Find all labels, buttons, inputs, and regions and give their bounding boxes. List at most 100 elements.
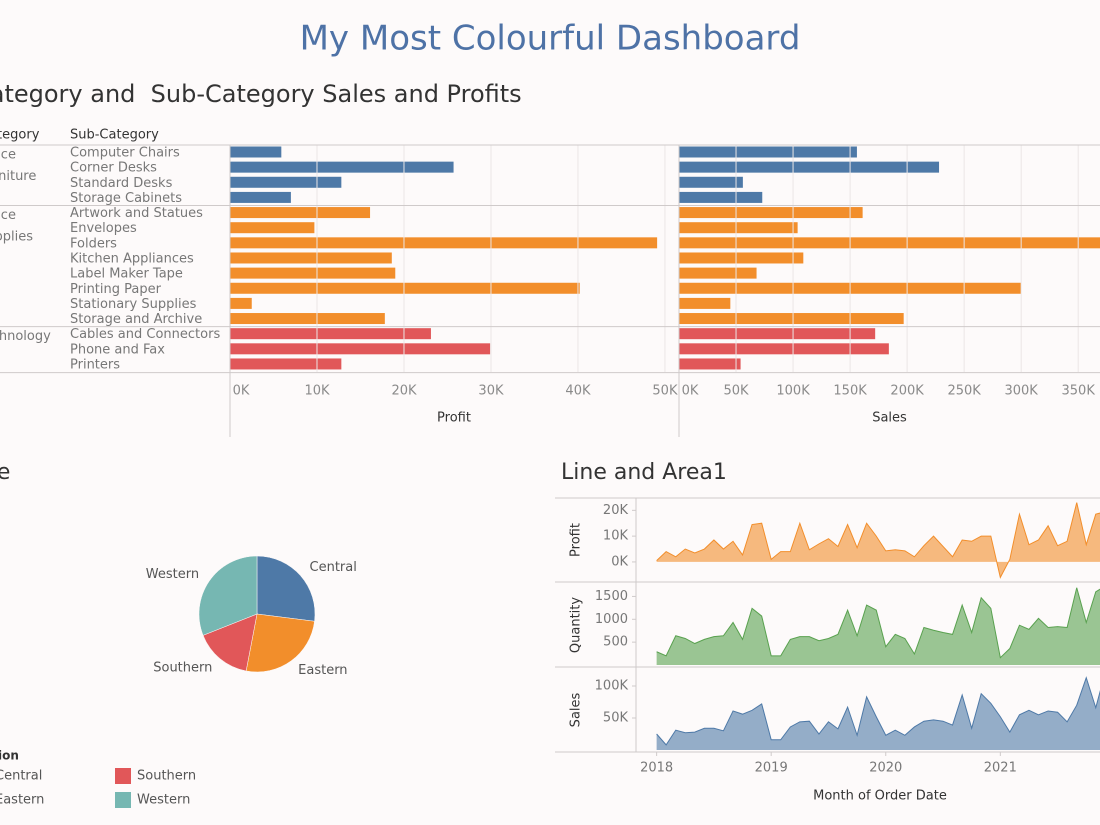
bar	[679, 207, 863, 219]
bar	[230, 358, 342, 370]
bar	[230, 297, 252, 309]
pie-slice	[198, 555, 258, 636]
x-tick-label: 100K	[776, 384, 810, 399]
x-tick-label: 0K	[233, 384, 250, 399]
x-tick-label: 40K	[565, 384, 591, 399]
line	[656, 502, 1100, 579]
line	[656, 676, 1100, 746]
axis-title: Sales	[872, 411, 907, 426]
bar	[679, 358, 741, 370]
bar	[230, 343, 491, 355]
chart-title: Pie	[0, 460, 10, 485]
slice-label: Western	[146, 567, 199, 582]
pie-slice	[256, 555, 316, 622]
subcategory-label: Corner Desks	[70, 161, 157, 176]
subcategory-label: Printing Paper	[70, 282, 162, 297]
bar	[679, 146, 857, 158]
y-tick-label: 0K	[611, 554, 628, 569]
axis-title: Profit	[437, 411, 471, 426]
pie-slice	[202, 613, 258, 672]
subcategory-label: Printers	[70, 357, 120, 372]
x-tick-label: 350K	[1062, 384, 1096, 399]
legend-label: Western	[137, 793, 190, 808]
bar	[679, 176, 743, 188]
subcategory-label: Cables and Connectors	[70, 327, 220, 342]
legend-title: Region	[0, 749, 19, 763]
bar	[230, 237, 658, 249]
y-tick-label: 10K	[603, 529, 629, 544]
subcategory-label: Storage Cabinets	[70, 191, 182, 206]
category-label: Office Furniture	[0, 148, 36, 184]
column-header: Category	[0, 128, 40, 143]
bar	[679, 328, 876, 340]
x-tick-label: 2021	[984, 761, 1017, 776]
axis-title: Month of Order Date	[813, 789, 947, 804]
y-tick-label: 1000	[595, 612, 628, 627]
legend-label: Eastern	[0, 793, 44, 808]
line	[656, 587, 1100, 659]
x-tick-label: 150K	[833, 384, 867, 399]
bar	[679, 191, 763, 203]
area	[656, 587, 1100, 665]
subcategory-label: Artwork and Statues	[70, 206, 203, 221]
slice-label: Central	[310, 560, 357, 575]
axis-title: Sales	[569, 692, 584, 727]
subcategory-label: Storage and Archive	[70, 312, 202, 327]
chart-title: Line and Area1	[561, 460, 727, 485]
x-tick-label: 30K	[478, 384, 504, 399]
y-tick-label: 100K	[595, 679, 629, 694]
bar	[230, 146, 282, 158]
y-tick-label: 500	[603, 635, 628, 650]
bar	[230, 313, 385, 325]
subcategory-label: Label Maker Tape	[70, 267, 183, 282]
subcategory-label: Standard Desks	[70, 176, 173, 191]
legend-label: Southern	[137, 769, 196, 784]
bar	[679, 267, 757, 279]
slice-label: Southern	[153, 660, 212, 675]
axis-title: Quantity	[569, 597, 584, 653]
bar	[679, 297, 731, 309]
bar	[230, 267, 396, 279]
legend-swatch	[115, 768, 131, 784]
bar	[679, 222, 798, 234]
x-tick-label: 2020	[869, 761, 902, 776]
bar	[679, 237, 1100, 249]
bar	[230, 282, 580, 294]
area	[656, 677, 1100, 750]
x-tick-label: 250K	[947, 384, 981, 399]
bar	[679, 161, 940, 173]
subcategory-label: Kitchen Appliances	[70, 251, 194, 266]
pie-slice	[245, 613, 315, 673]
bar	[679, 313, 904, 325]
subcategory-label: Computer Chairs	[70, 146, 180, 161]
bar	[230, 252, 392, 264]
subcategory-label: Phone and Fax	[70, 342, 165, 357]
y-tick-label: 50K	[603, 711, 629, 726]
x-tick-label: 2018	[640, 761, 673, 776]
y-tick-label: 20K	[603, 503, 629, 518]
legend-label: Central	[0, 769, 42, 784]
chart-title: Category and Sub-Category Sales and Prof…	[0, 80, 522, 108]
plot-area	[656, 502, 1100, 750]
x-tick-label: 50K	[723, 384, 749, 399]
bar	[230, 222, 315, 234]
x-tick-label: 2019	[755, 761, 788, 776]
column-header: Sub-Category	[70, 128, 159, 143]
bar	[230, 191, 291, 203]
subcategory-label: Stationary Supplies	[70, 297, 197, 312]
x-tick-label: 200K	[890, 384, 924, 399]
x-tick-label: 10K	[304, 384, 330, 399]
category-label: Office Supplies	[0, 208, 33, 244]
dashboard-title: My Most Colourful Dashboard	[300, 19, 801, 59]
bar	[230, 207, 371, 219]
axis-title: Profit	[569, 523, 584, 557]
subcategory-label: Folders	[70, 236, 117, 251]
bar	[230, 176, 342, 188]
bar	[230, 161, 454, 173]
x-tick-label: 0K	[682, 384, 699, 399]
x-tick-label: 300K	[1004, 384, 1038, 399]
category-label: Technology	[0, 329, 51, 344]
x-tick-label: 20K	[391, 384, 417, 399]
